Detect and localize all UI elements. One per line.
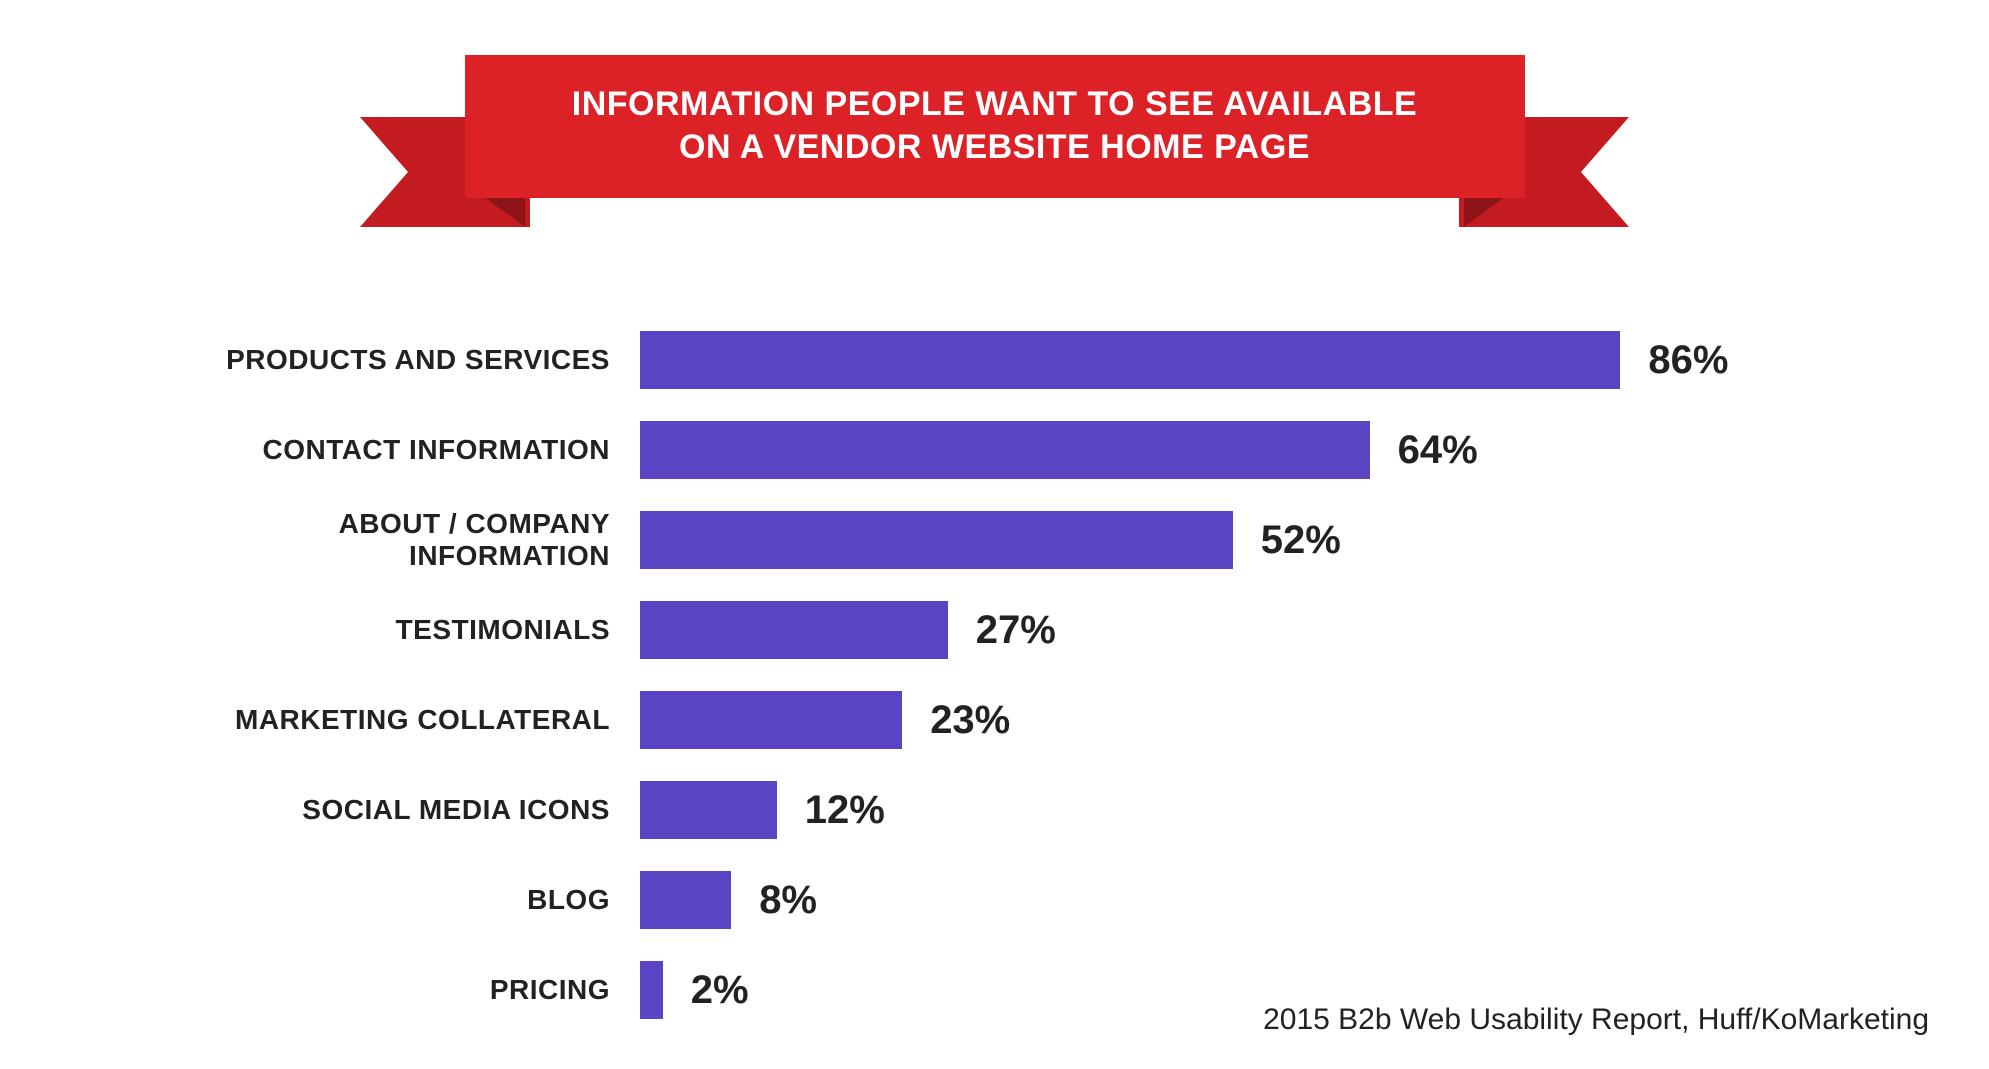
bar-label: TESTIMONIALS bbox=[200, 614, 640, 646]
bar-zone: 8% bbox=[640, 871, 1789, 929]
bar-value: 52% bbox=[1261, 518, 1341, 563]
chart-row: PRODUCTS AND SERVICES 86% bbox=[200, 315, 1789, 405]
title-line-1: INFORMATION PEOPLE WANT TO SEE AVAILABLE bbox=[525, 83, 1465, 126]
bar bbox=[640, 601, 948, 659]
source-citation: 2015 B2b Web Usability Report, Huff/KoMa… bbox=[1263, 1003, 1929, 1037]
bar-label: MARKETING COLLATERAL bbox=[200, 704, 640, 736]
bar-value: 12% bbox=[805, 788, 885, 833]
infographic-container: INFORMATION PEOPLE WANT TO SEE AVAILABLE… bbox=[0, 0, 1989, 1069]
chart-row: ABOUT / COMPANY INFORMATION 52% bbox=[200, 495, 1789, 585]
bar-value: 2% bbox=[691, 968, 749, 1013]
chart-row: TESTIMONIALS 27% bbox=[200, 585, 1789, 675]
chart-row: BLOG 8% bbox=[200, 855, 1789, 945]
title-line-2: ON A VENDOR WEBSITE HOME PAGE bbox=[525, 126, 1465, 169]
bar bbox=[640, 961, 663, 1019]
bar bbox=[640, 691, 902, 749]
bar-zone: 12% bbox=[640, 781, 1789, 839]
bar bbox=[640, 511, 1233, 569]
banner-title: INFORMATION PEOPLE WANT TO SEE AVAILABLE… bbox=[465, 55, 1525, 198]
chart-row: MARKETING COLLATERAL 23% bbox=[200, 675, 1789, 765]
chart-row: CONTACT INFORMATION 64% bbox=[200, 405, 1789, 495]
bar-chart: PRODUCTS AND SERVICES 86% CONTACT INFORMAT… bbox=[0, 315, 1989, 1035]
bar-value: 8% bbox=[759, 878, 817, 923]
bar bbox=[640, 871, 731, 929]
chart-row: SOCIAL MEDIA ICONS 12% bbox=[200, 765, 1789, 855]
bar bbox=[640, 781, 777, 839]
bar-label: PRICING bbox=[200, 974, 640, 1006]
bar-zone: 86% bbox=[640, 331, 1789, 389]
bar-zone: 23% bbox=[640, 691, 1789, 749]
bar-value: 86% bbox=[1648, 338, 1728, 383]
bar bbox=[640, 331, 1620, 389]
bar-zone: 64% bbox=[640, 421, 1789, 479]
bar-value: 64% bbox=[1398, 428, 1478, 473]
bar-label: SOCIAL MEDIA ICONS bbox=[200, 794, 640, 826]
bar-label: CONTACT INFORMATION bbox=[200, 434, 640, 466]
bar-label: BLOG bbox=[200, 884, 640, 916]
bar-value: 27% bbox=[976, 608, 1056, 653]
bar-zone: 52% bbox=[640, 511, 1789, 569]
bar bbox=[640, 421, 1370, 479]
bar-zone: 27% bbox=[640, 601, 1789, 659]
bar-label: PRODUCTS AND SERVICES bbox=[200, 344, 640, 376]
title-banner: INFORMATION PEOPLE WANT TO SEE AVAILABLE… bbox=[0, 55, 1989, 255]
bar-label: ABOUT / COMPANY INFORMATION bbox=[200, 508, 640, 572]
bar-value: 23% bbox=[930, 698, 1010, 743]
